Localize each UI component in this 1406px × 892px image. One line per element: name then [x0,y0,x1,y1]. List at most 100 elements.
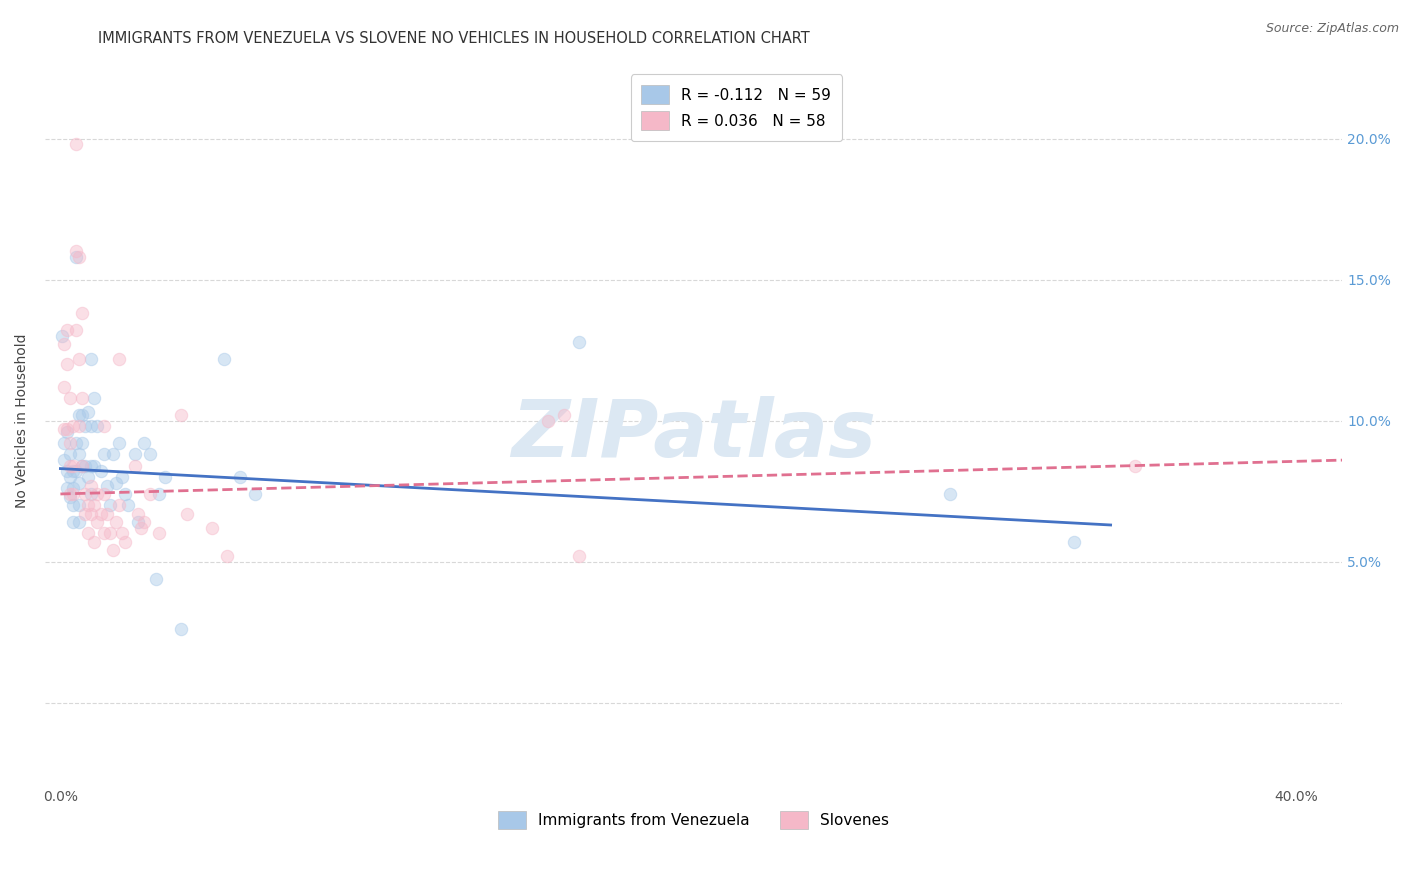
Point [939,487,962,501]
Point [62,498,84,512]
Point [70,458,93,473]
Point [75,507,97,521]
Point [243,487,266,501]
Point [80,487,103,501]
Point [80,478,103,492]
Point [132,436,155,450]
Point [111,526,134,541]
Point [83,535,105,549]
Point [176,507,198,521]
Point [52,453,75,467]
Point [65,244,87,259]
Point [148,526,170,541]
Point [83,498,105,512]
Point [86,515,108,529]
Point [65,137,87,152]
Point [62,464,84,478]
Point [77,526,100,541]
Point [101,543,124,558]
Point [52,422,75,436]
Point [65,323,87,337]
Point [70,306,93,320]
Point [52,436,75,450]
Point [553,408,575,422]
Point [75,487,97,501]
Point [124,448,146,462]
Point [70,391,93,405]
Point [568,549,591,563]
Point [114,535,136,549]
Point [70,436,93,450]
Point [139,448,162,462]
Point [155,470,177,484]
Point [75,419,97,434]
Point [170,623,193,637]
Point [93,487,115,501]
Point [117,498,139,512]
Point [86,487,108,501]
Point [96,507,118,521]
Point [537,414,560,428]
Point [145,572,167,586]
Point [52,337,75,351]
Point [59,487,82,501]
Point [67,475,90,490]
Point [80,351,103,366]
Text: ZIPatlas: ZIPatlas [512,396,876,474]
Point [228,470,250,484]
Point [568,334,591,349]
Point [132,515,155,529]
Point [59,490,82,504]
Point [108,498,131,512]
Point [139,487,162,501]
Point [1063,535,1085,549]
Point [70,408,93,422]
Point [65,464,87,478]
Point [67,250,90,264]
Point [55,481,77,495]
Point [101,448,124,462]
Point [77,470,100,484]
Point [55,422,77,436]
Point [1123,458,1146,473]
Point [98,526,121,541]
Point [65,250,87,264]
Point [67,351,90,366]
Point [55,357,77,371]
Point [67,408,90,422]
Point [59,448,82,462]
Point [62,419,84,434]
Point [70,458,93,473]
Point [98,498,121,512]
Point [83,458,105,473]
Point [59,470,82,484]
Point [108,436,131,450]
Point [67,419,90,434]
Point [148,487,170,501]
Point [93,526,115,541]
Point [96,478,118,492]
Point [62,481,84,495]
Point [80,419,103,434]
Point [67,448,90,462]
Point [59,391,82,405]
Point [65,436,87,450]
Legend: Immigrants from Venezuela, Slovenes: Immigrants from Venezuela, Slovenes [492,805,896,836]
Point [105,515,128,529]
Point [129,521,152,535]
Point [105,475,128,490]
Point [75,458,97,473]
Point [93,419,115,434]
Point [62,515,84,529]
Point [90,507,112,521]
Point [127,507,149,521]
Point [59,458,82,473]
Point [62,458,84,473]
Point [77,498,100,512]
Y-axis label: No Vehicles in Household: No Vehicles in Household [15,334,30,508]
Text: Source: ZipAtlas.com: Source: ZipAtlas.com [1265,22,1399,36]
Point [77,405,100,419]
Point [67,498,90,512]
Point [55,323,77,337]
Point [59,436,82,450]
